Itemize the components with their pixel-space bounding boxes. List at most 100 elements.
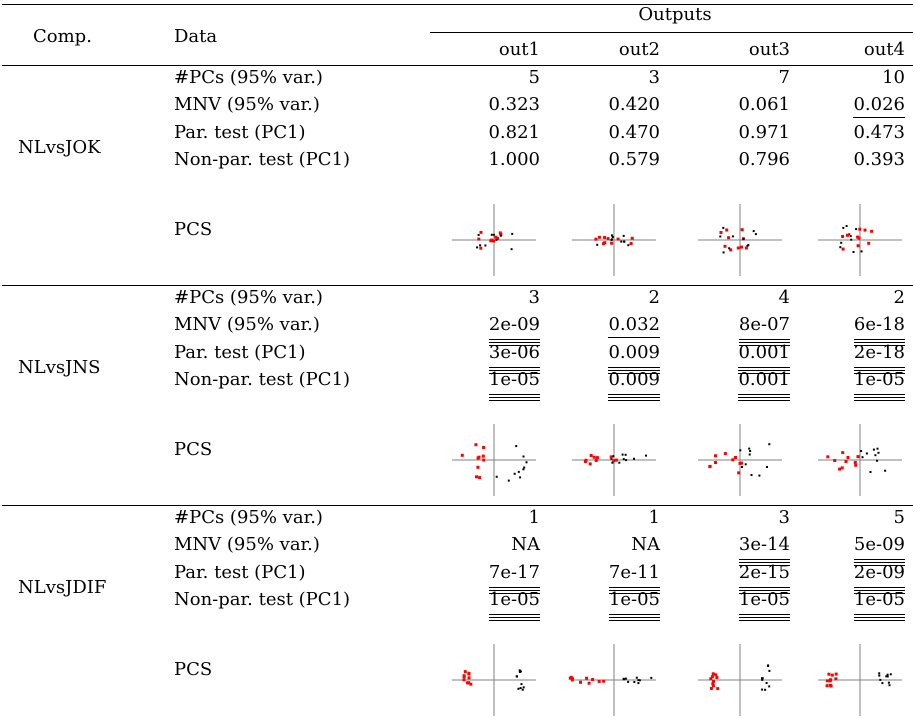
table-cell: 2 [540, 289, 660, 307]
cell-value: 1e-05 [608, 588, 660, 610]
pcs-point-black [645, 454, 647, 457]
pcs-point-red [482, 458, 486, 462]
pcs-point-red [841, 247, 845, 251]
pcs-point-red [712, 679, 715, 683]
pcs-point-black [596, 243, 599, 246]
pcs-point-black [878, 674, 881, 677]
pcs-point-black [523, 466, 526, 469]
pcs-point-red [477, 237, 481, 241]
row-label: PCS [174, 439, 213, 460]
cell-value: 1.000 [488, 148, 540, 170]
row-label: Par. test (PC1) [174, 121, 306, 143]
table-cell: 0.026 [785, 94, 905, 119]
pcs-point-red [715, 676, 719, 679]
cell-value: 0.470 [608, 121, 660, 143]
pcs-point-black [878, 672, 881, 675]
pcs-point-black [611, 236, 614, 238]
cell-value: 2 [893, 287, 905, 308]
pcs-point-black [518, 669, 521, 672]
pcs-point-red [825, 679, 829, 683]
table-cell: 5 [785, 509, 905, 527]
pcs-point-red [716, 687, 720, 691]
table-cell: 1 [540, 509, 660, 527]
pcs-point-black [515, 445, 518, 448]
pcs-point-black [850, 238, 853, 241]
comp-label: NLvsJNS [18, 357, 101, 378]
pcs-point-black [747, 244, 750, 246]
pcs-point-red [589, 454, 593, 457]
pcs-point-red [629, 242, 633, 245]
pcs-point-black [768, 669, 771, 672]
table-cell: 0.009 [540, 370, 660, 389]
pcs-point-black [633, 681, 636, 683]
cell-value: 3 [528, 287, 540, 308]
pcs-point-black [748, 447, 751, 450]
pcs-point-black [869, 471, 872, 473]
pcs-point-black [874, 454, 877, 457]
pcs-point-black [860, 250, 863, 253]
pcs-point-red [826, 455, 830, 459]
pcs-point-red [499, 232, 503, 236]
row-label: MNV (95% var.) [174, 94, 320, 116]
row-label: #PCs (95% var.) [174, 287, 323, 308]
table-cell: 0.473 [785, 121, 905, 143]
row-label: Non-par. test (PC1) [174, 368, 351, 390]
table-cell: 0.470 [540, 121, 660, 143]
pcs-point-red [740, 228, 744, 232]
pcs-point-black [519, 670, 522, 673]
table-cell: 0.009 [540, 343, 660, 362]
row-label: Par. test (PC1) [174, 341, 306, 363]
table-cell: 3 [670, 509, 790, 527]
pcs-point-black [768, 443, 771, 446]
pcs-point-red [834, 677, 838, 681]
pcs-point-red [496, 237, 500, 240]
pcs-point-red [595, 456, 599, 460]
pcs-point-black [884, 469, 887, 472]
cell-value: 2e-09 [853, 561, 905, 583]
pcs-point-black [840, 241, 843, 244]
table-cell: 5 [420, 69, 540, 87]
cell-value: 0.393 [853, 148, 905, 170]
pcs-point-black [750, 474, 753, 476]
pcs-point-red [592, 455, 596, 459]
pcs-point-red [714, 673, 718, 677]
pcs-point-black [861, 456, 864, 459]
table-cell: NA [420, 536, 540, 554]
pcs-point-red [711, 672, 715, 676]
group-rule-2 [2, 505, 913, 506]
pcs-point-black [749, 450, 752, 452]
cell-value: 0.579 [608, 148, 660, 170]
pcs-point-red [630, 236, 634, 240]
pcs-point-red [462, 678, 466, 682]
pcs-point-red [594, 237, 598, 241]
pcs-point-red [610, 241, 614, 245]
pcs-point-red [469, 682, 473, 686]
row-label: PCS [174, 219, 213, 240]
pcs-point-red [482, 446, 486, 449]
cell-value: 0.796 [738, 148, 790, 170]
cell-value: 1e-05 [853, 368, 905, 390]
pcs-point-black [768, 685, 771, 688]
table-cell: 0.001 [670, 370, 790, 389]
pcs-point-black [611, 238, 613, 241]
group-rule-1 [2, 285, 913, 286]
pcs-point-red [870, 229, 874, 233]
cell-value: 0.032 [608, 314, 660, 339]
pcs-point-red [744, 246, 748, 250]
pcs-point-black [516, 675, 518, 678]
pcs-point-black [625, 459, 628, 462]
pcs-point-red [714, 454, 717, 458]
pcs-point-red [494, 235, 498, 239]
row-label: MNV (95% var.) [174, 314, 320, 336]
pcs-point-red [714, 461, 717, 464]
pcs-point-black [624, 453, 627, 456]
pcs-point-red [731, 458, 735, 462]
cell-value: 4 [778, 287, 790, 308]
pcs-point-red [840, 466, 844, 470]
header-col-3: out3 [748, 39, 790, 60]
pcs-point-black [761, 677, 764, 680]
cell-value: 0.473 [853, 121, 905, 143]
cell-value: 1e-05 [488, 368, 540, 390]
table-cell: 0.420 [540, 96, 660, 114]
